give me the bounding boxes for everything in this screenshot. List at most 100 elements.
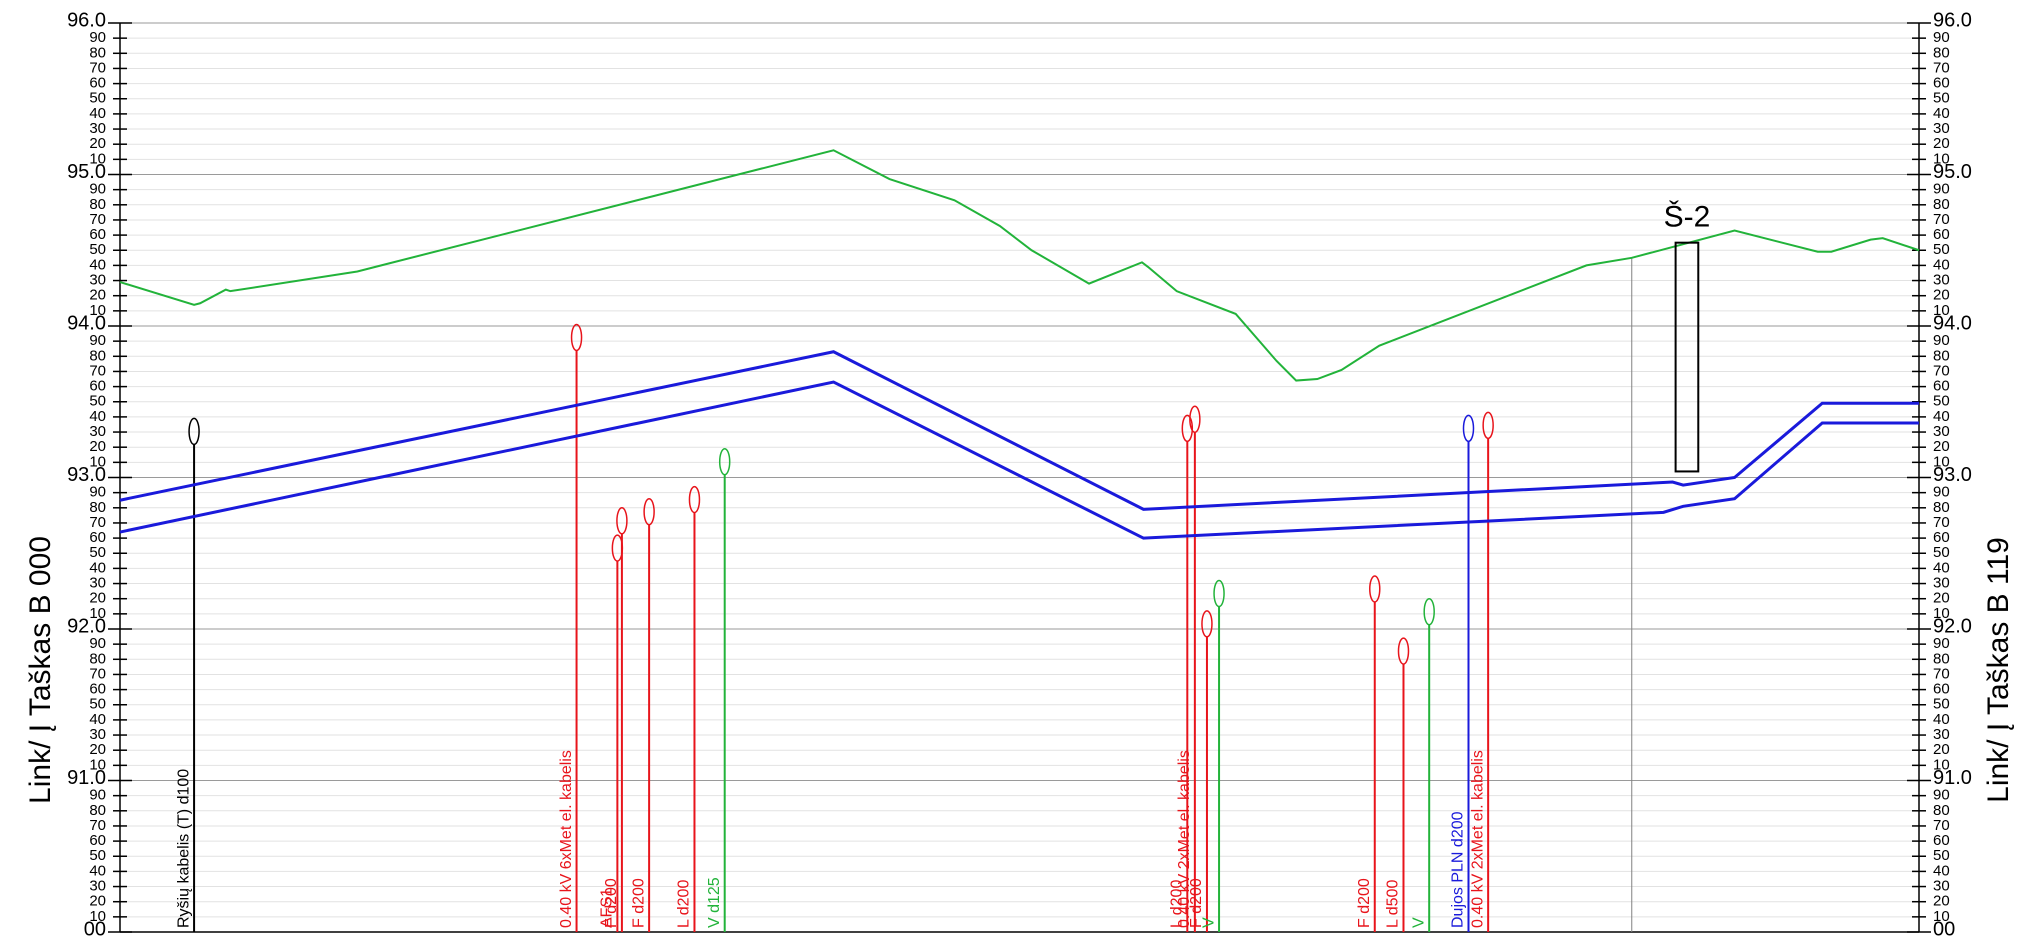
y-tick-label: 40 — [89, 559, 106, 576]
pipe-line — [119, 380, 1919, 540]
y2-tick-label: 20 — [1933, 741, 1950, 758]
crossing-label: V — [1200, 917, 1217, 928]
y-tick-label: 40 — [89, 711, 106, 728]
y2-tick-label: 90 — [1933, 484, 1950, 501]
crossing-label: AFS1 — [599, 888, 616, 928]
y-tick-label: 40 — [89, 408, 106, 425]
y-tick-label: 92.0 — [67, 615, 106, 637]
y2-tick-label: 40 — [1933, 711, 1950, 728]
y-tick-label: 80 — [89, 347, 106, 364]
y2-tick-label: 80 — [1933, 196, 1950, 213]
y-tick-label: 50 — [89, 241, 106, 258]
y-tick-label: 80 — [89, 802, 106, 819]
y2-tick-label: 10 — [1933, 908, 1950, 925]
crossing-label: F d200 — [603, 878, 620, 928]
crossing-label: F d200 — [1188, 878, 1205, 928]
y-tick-label: 20 — [89, 287, 106, 304]
y-tick-label: 10 — [89, 453, 106, 470]
y2-tick-label: 30 — [1933, 575, 1950, 592]
y2-tick-label: 20 — [1933, 893, 1950, 910]
crossing-label: L d200 — [1169, 880, 1186, 928]
y-tick-label: 80 — [89, 499, 106, 516]
y2-tick-label: 10 — [1933, 605, 1950, 622]
y-tick-label: 70 — [89, 665, 106, 682]
y2-tick-label: 10 — [1933, 453, 1950, 470]
y2-tick-label: 60 — [1933, 681, 1950, 698]
ground-line — [119, 149, 1920, 382]
y2-tick-label: 10 — [1933, 150, 1950, 167]
pipe-line — [119, 350, 1919, 511]
y2-tick-label: 60 — [1933, 378, 1950, 395]
y2-tick-label: 80 — [1933, 499, 1950, 516]
y2-tick-label: 91.0 — [1933, 767, 1972, 789]
y2-tick-label: 50 — [1933, 241, 1950, 258]
y-tick-label: 50 — [89, 393, 106, 410]
crossing-label: L d200 — [676, 880, 693, 928]
y2-tick-label: 30 — [1933, 878, 1950, 895]
y-tick-label: 50 — [89, 544, 106, 561]
y-tick-label: 50 — [89, 90, 106, 107]
y-tick-label: 90 — [89, 787, 106, 804]
y2-tick-label: 70 — [1933, 211, 1950, 228]
y2-tick-label: 93.0 — [1933, 464, 1972, 486]
crossing-pipe — [1369, 575, 1381, 603]
y-tick-label: 10 — [89, 908, 106, 925]
y2-tick-label: 70 — [1933, 817, 1950, 834]
y-tick-label: 20 — [89, 741, 106, 758]
crossing-pipe — [611, 534, 624, 562]
y-tick-label: 80 — [89, 650, 106, 667]
y2-tick-label: 00 — [1933, 918, 1955, 937]
y-tick-label: 40 — [89, 862, 106, 879]
crossing-label: V — [1410, 917, 1427, 928]
y-tick-label: 10 — [89, 605, 106, 622]
y-tick-label: 93.0 — [67, 464, 106, 486]
y-tick-label: 50 — [89, 847, 106, 864]
y-tick-label: 90 — [89, 332, 106, 349]
y-tick-label: 30 — [89, 878, 106, 895]
y-tick-label: 94.0 — [67, 312, 106, 334]
y-tick-label: 50 — [89, 696, 106, 713]
y2-tick-label: 40 — [1933, 408, 1950, 425]
crossing-label: Ryšių kabelis (T) d100 — [175, 769, 192, 928]
crossing-pipe — [188, 417, 200, 446]
crossing-pipe — [1462, 414, 1475, 443]
y-tick-label: 10 — [89, 150, 106, 167]
y2-tick-label: 60 — [1933, 226, 1950, 243]
y-tick-label: 91.0 — [67, 767, 106, 789]
crossing-label: L d500 — [1385, 880, 1402, 928]
y2-tick-label: 10 — [1933, 302, 1950, 319]
y2-tick-label: 60 — [1933, 75, 1950, 92]
crossing-pipe — [1201, 610, 1213, 638]
y-tick-label: 30 — [89, 575, 106, 592]
y-tick-label: 70 — [89, 362, 106, 379]
y-tick-label: 80 — [89, 196, 106, 213]
y2-tick-label: 80 — [1933, 44, 1950, 61]
y-tick-label: 60 — [89, 832, 106, 849]
y2-tick-label: 50 — [1933, 696, 1950, 713]
y-tick-label: 90 — [89, 484, 106, 501]
y2-tick-label: 70 — [1933, 59, 1950, 76]
y2-tick-label: 94.0 — [1933, 312, 1972, 334]
y2-tick-label: 40 — [1933, 256, 1950, 273]
y2-tick-label: 96.0 — [1933, 9, 1972, 31]
y-tick-label: 80 — [89, 44, 106, 61]
y-tick-label: 40 — [89, 256, 106, 273]
y-tick-label: 60 — [89, 226, 106, 243]
crossing-pipe — [718, 447, 731, 476]
crossing-pipe — [1189, 405, 1201, 434]
y-tick-label: 70 — [89, 59, 106, 76]
y-tick-label: 95.0 — [67, 161, 106, 183]
right-axis-label: Link/ Į Taškas B 119 — [1982, 537, 2015, 803]
y2-tick-label: 90 — [1933, 181, 1950, 198]
y2-tick-label: 90 — [1933, 635, 1950, 652]
y2-tick-label: 80 — [1933, 650, 1950, 667]
left-axis-label: Link/ Į Taškas B 000 — [24, 536, 57, 804]
y2-tick-label: 70 — [1933, 665, 1950, 682]
y2-tick-label: 50 — [1933, 393, 1950, 410]
shaft — [1674, 241, 1700, 473]
y2-tick-label: 50 — [1933, 544, 1950, 561]
crossing-label: Dujos PLN d200 — [1450, 811, 1467, 928]
y2-tick-label: 30 — [1933, 120, 1950, 137]
y2-tick-label: 20 — [1933, 438, 1950, 455]
y-tick-label: 90 — [89, 181, 106, 198]
